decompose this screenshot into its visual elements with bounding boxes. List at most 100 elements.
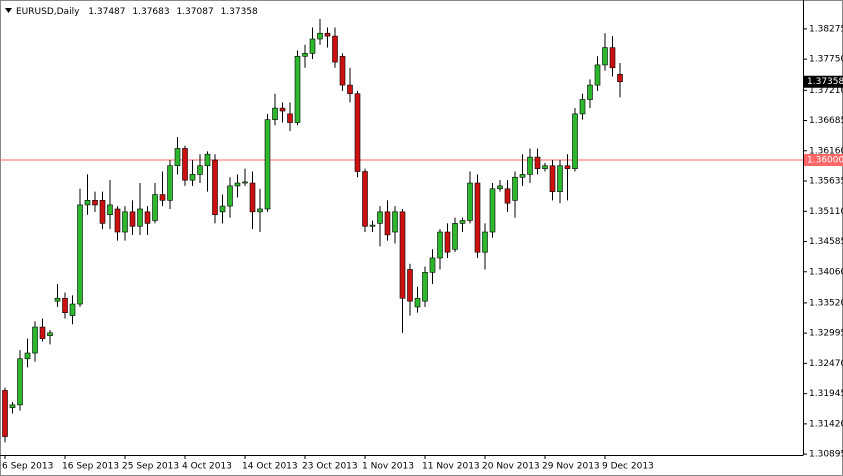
candle-body (174, 148, 181, 167)
candle-body (369, 224, 376, 227)
candle-body (324, 32, 331, 37)
menu-arrow[interactable] (5, 8, 12, 13)
candle-body (204, 153, 211, 167)
candle-body (564, 165, 571, 169)
candle-body (77, 204, 83, 305)
candle-body (534, 156, 541, 169)
candle-body (182, 148, 188, 181)
candle-body (414, 297, 421, 308)
candle-body (47, 332, 53, 337)
last-low: 1.37087 (176, 7, 213, 17)
candle-body (107, 204, 113, 216)
candle-body (242, 181, 248, 184)
candle-body (257, 208, 263, 213)
candle-body (587, 84, 593, 100)
level-label: 1.36000 (807, 155, 843, 165)
candle-body (609, 47, 616, 69)
last-high: 1.37683 (132, 7, 169, 17)
candle-body (287, 113, 293, 123)
candle-body (362, 171, 368, 227)
y-tick-label: 1.31420 (809, 419, 843, 429)
y-tick-label: 1.37750 (809, 55, 843, 65)
candle-body (62, 297, 68, 313)
candle-body (272, 107, 278, 120)
candle-body (159, 194, 166, 201)
candle-body (332, 35, 338, 63)
header: EURUSD,Daily 1.37487 1.37683 1.37087 1.3… (16, 7, 258, 17)
y-tick-label: 1.35110 (809, 207, 843, 217)
candle-body (527, 156, 533, 175)
candle-body (279, 107, 286, 112)
x-tick-label: 11 Nov 2013 (422, 462, 480, 472)
candle-body (212, 159, 218, 216)
candle-body (482, 231, 488, 253)
candle-body (2, 390, 8, 437)
candle-body (474, 182, 481, 253)
y-tick-label: 1.35635 (809, 177, 843, 187)
y-tick-label: 1.38275 (809, 24, 843, 34)
price-label-box (804, 75, 843, 88)
candle-body (444, 231, 451, 253)
level-label-box (804, 153, 843, 166)
x-tick-label: 20 Nov 2013 (482, 462, 540, 472)
candle-body (197, 165, 203, 175)
y-tick-label: 1.34060 (809, 267, 843, 277)
candle-body (602, 47, 608, 66)
candle-body (99, 200, 106, 224)
candle-body (114, 208, 121, 233)
candle-body (429, 257, 436, 273)
candle-body (617, 74, 623, 83)
candle-body (422, 272, 428, 302)
last-close: 1.37358 (221, 7, 258, 17)
candle-body (384, 211, 391, 236)
candle-body (144, 211, 151, 224)
candle-body (354, 93, 361, 172)
candle-body (317, 32, 323, 40)
candle-body (92, 200, 98, 206)
candle-body (227, 185, 233, 207)
candle-body (24, 352, 31, 360)
candle-body (497, 185, 503, 190)
candle-body (167, 165, 173, 201)
x-tick-label: 9 Dec 2013 (602, 462, 654, 472)
candle-body (294, 55, 301, 123)
candle-body (122, 211, 128, 233)
candle-body (249, 182, 256, 213)
candle-body (377, 211, 383, 224)
candle-body (542, 165, 548, 169)
candle-body (504, 188, 511, 204)
candle-body (579, 99, 586, 115)
candle-body (407, 269, 413, 302)
candle-body (572, 113, 578, 169)
candle-body (32, 326, 38, 354)
candle-body (594, 64, 601, 86)
y-tick-label: 1.36685 (809, 116, 843, 126)
candle-body (437, 231, 443, 259)
x-tick-label: 1 Nov 2013 (362, 462, 414, 472)
candle-body (264, 119, 271, 210)
y-tick-label: 1.34585 (809, 237, 843, 247)
candle-body (189, 174, 196, 181)
x-tick-label: 29 Nov 2013 (542, 462, 600, 472)
x-tick-label: 16 Sep 2013 (62, 462, 119, 472)
candle-body (399, 211, 406, 299)
candle-body (339, 55, 346, 86)
y-tick-label: 1.30895 (809, 450, 843, 460)
candle-body (137, 208, 143, 227)
y-tick-label: 1.32470 (809, 359, 843, 369)
y-tick-label: 1.33520 (809, 298, 843, 308)
y-tick-label: 1.36160 (809, 146, 843, 156)
candle-body (234, 182, 241, 187)
candle-body (549, 165, 556, 192)
candle-body (392, 211, 398, 233)
candle-body (39, 326, 46, 339)
candle-body (519, 174, 526, 178)
x-tick-label: 14 Oct 2013 (242, 462, 298, 472)
candle-body (557, 165, 563, 192)
x-tick-label: 23 Oct 2013 (302, 462, 358, 472)
candle-body (152, 194, 158, 221)
candle-body (219, 205, 226, 213)
candle-body (452, 223, 458, 250)
candle-body (129, 211, 136, 227)
